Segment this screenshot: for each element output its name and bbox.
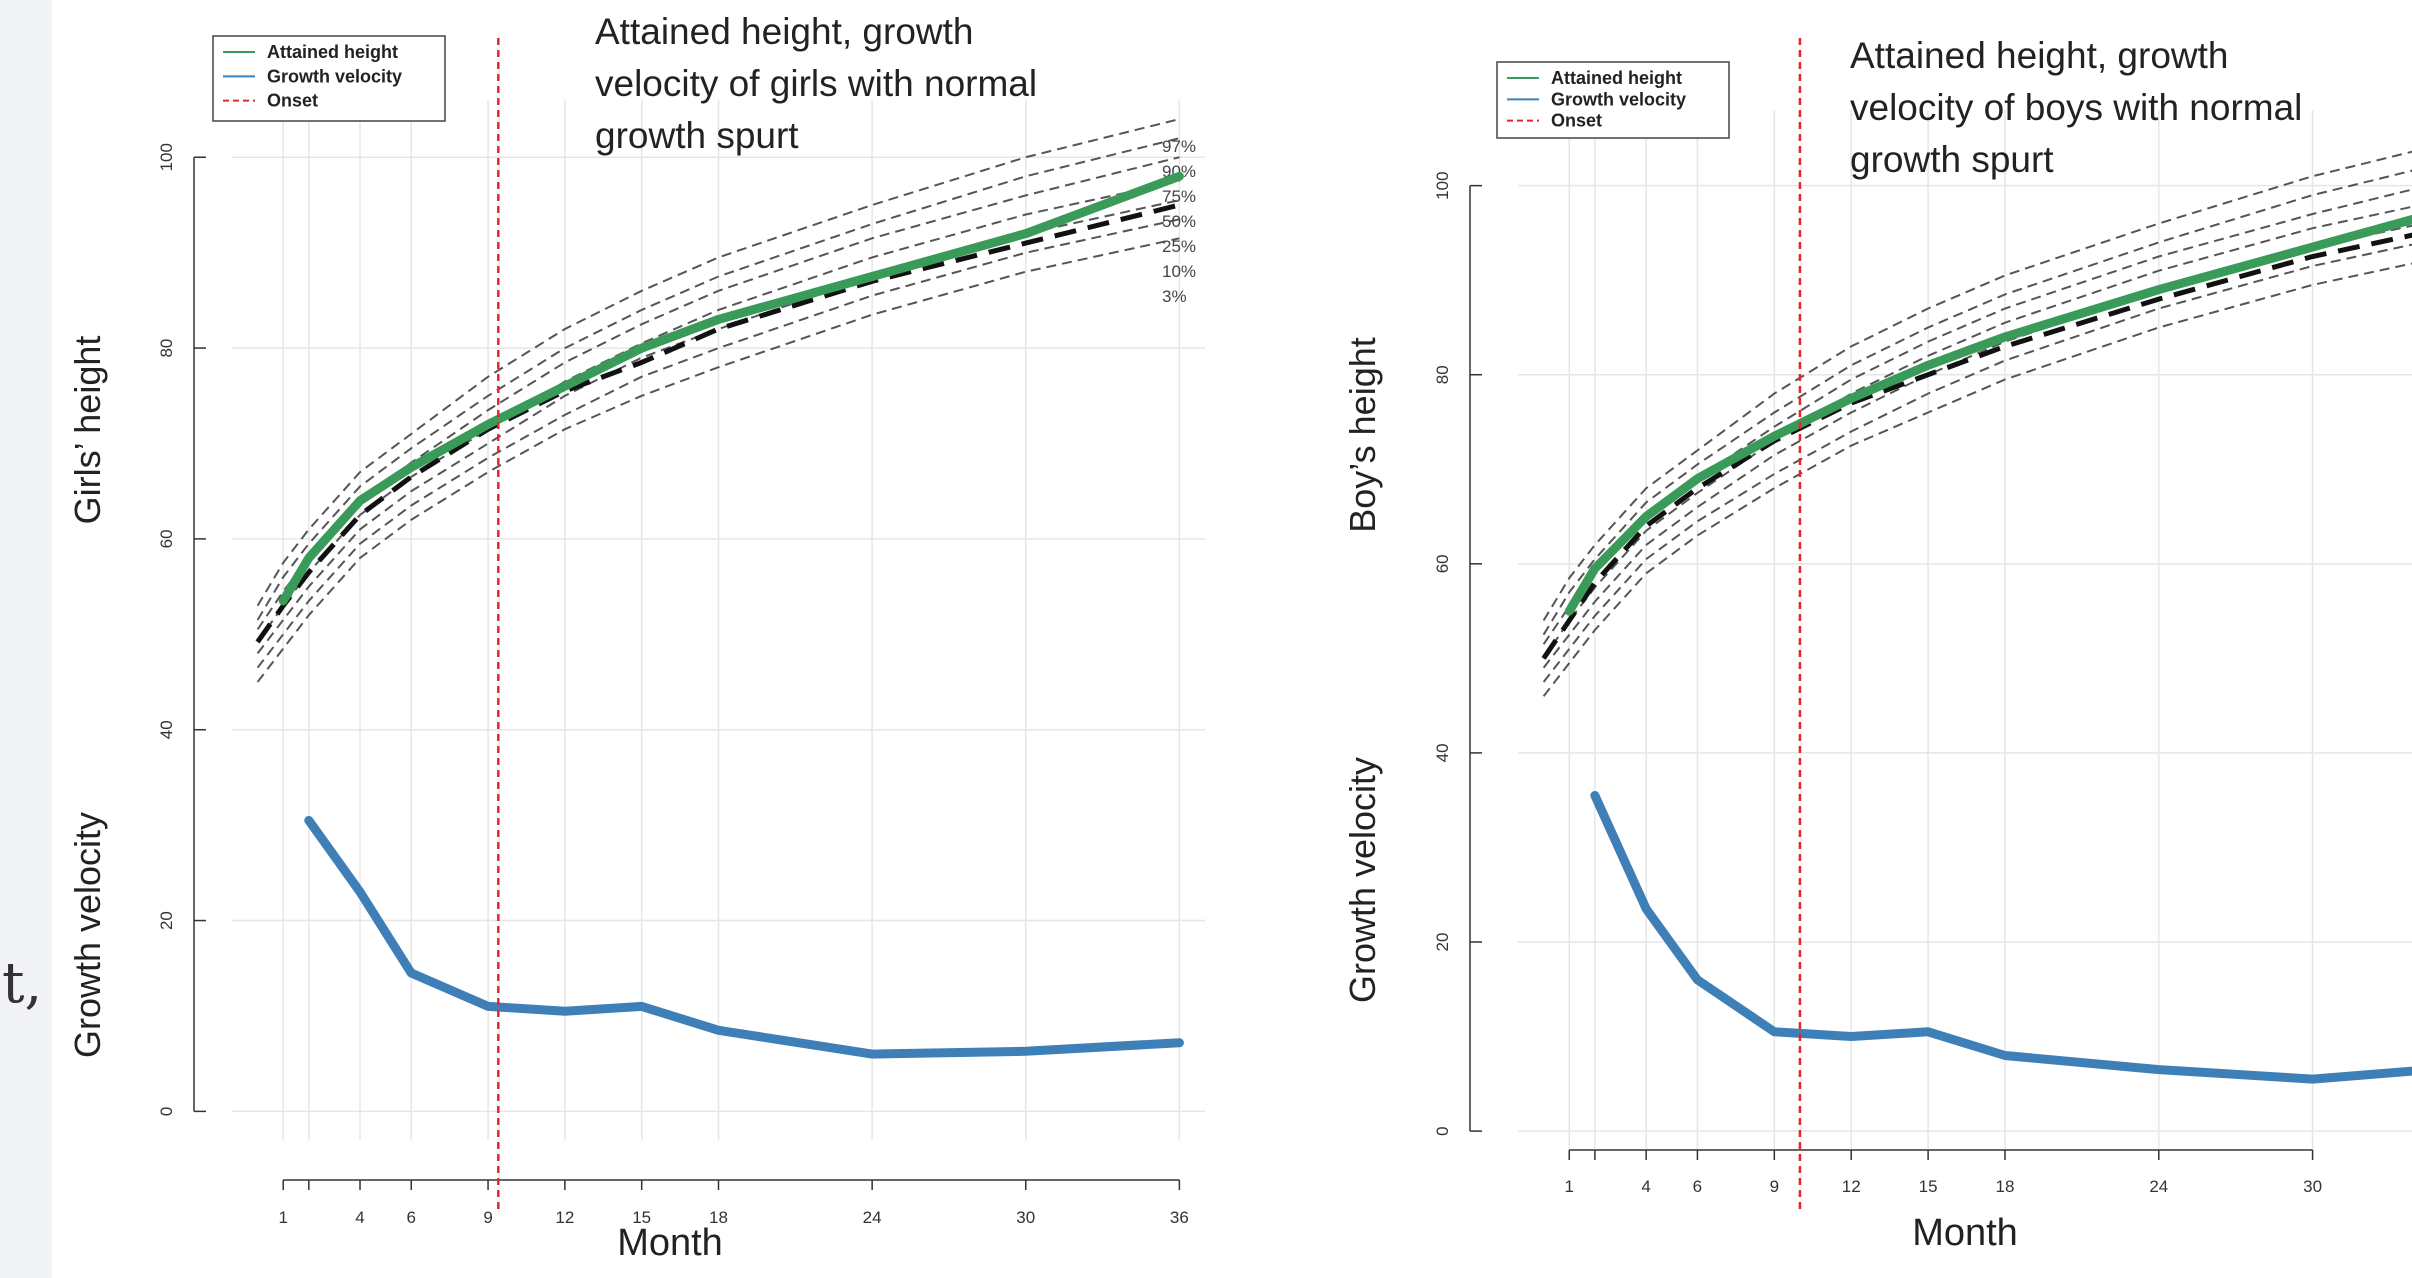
percentile-curve <box>1542 243 2412 683</box>
percentile-curves <box>1542 150 2412 697</box>
chart-title-line: growth spurt <box>595 115 799 156</box>
percentile-curve <box>1542 262 2412 697</box>
x-axis: 1 4 6 9 12 15 18 24 30 36 <box>278 1179 1189 1227</box>
percentile-label: 75% <box>1162 187 1196 206</box>
percentile-label: 3% <box>1162 287 1187 306</box>
legend-label: Attained height <box>267 42 398 62</box>
legend-label: Onset <box>267 91 318 111</box>
median-curve <box>1541 232 2412 660</box>
x-axis-title: Month <box>1912 1212 2018 1254</box>
x-tick-label: 36 <box>1170 1208 1189 1227</box>
y-tick-label: 20 <box>1433 933 1452 952</box>
y-axis-title-velocity: Growth velocity <box>67 812 108 1058</box>
y-tick-label: 20 <box>157 911 176 930</box>
percentile-curve <box>256 218 1180 669</box>
x-tick-label: 1 <box>1565 1177 1574 1196</box>
x-tick-label: 1 <box>278 1208 287 1227</box>
chart-title-line: growth spurt <box>1850 139 2054 180</box>
legend: Attained height Growth velocity Onset <box>212 35 446 122</box>
x-tick-label: 12 <box>555 1208 574 1227</box>
y-tick-label: 40 <box>157 720 176 739</box>
growth-velocity-line <box>1590 791 2412 1084</box>
x-tick-label: 4 <box>355 1208 364 1227</box>
girls-growth-chart: 0 20 40 60 80 100 1 4 6 9 12 15 18 24 30 36 Month Girls’ … <box>67 11 1205 1264</box>
x-tick-label: 6 <box>1693 1177 1702 1196</box>
sidebar-fragment-text: t, <box>2 951 42 1016</box>
legend-box <box>212 35 446 122</box>
chart-title-line: velocity of boys with normal <box>1850 87 2302 128</box>
percentile-label: 97% <box>1162 137 1196 156</box>
y-axis: 0 20 40 60 80 100 <box>1433 171 1482 1136</box>
percentile-curve <box>1542 188 2412 645</box>
y-tick-label: 0 <box>1433 1126 1452 1135</box>
y-tick-label: 40 <box>1433 743 1452 762</box>
growth-velocity-line <box>304 815 1184 1059</box>
y-axis-title-height: Boy’s height <box>1342 337 1383 532</box>
x-tick-label: 15 <box>1919 1177 1938 1196</box>
left-sidebar <box>0 0 52 1278</box>
grid-lines <box>232 100 1205 1140</box>
percentile-label: 25% <box>1162 237 1196 256</box>
x-axis-title: Month <box>617 1222 723 1264</box>
legend-label: Growth velocity <box>267 66 402 86</box>
y-tick-label: 100 <box>157 143 176 171</box>
y-tick-label: 0 <box>157 1107 176 1116</box>
x-tick-label: 30 <box>1016 1208 1035 1227</box>
boys-growth-chart: 0 20 40 60 80 100 1 4 6 9 12 15 18 24 30 Month Boy’s hei… <box>1342 35 2412 1254</box>
percentile-curve <box>256 199 1180 655</box>
x-tick-label: 6 <box>407 1208 416 1227</box>
percentile-label: 10% <box>1162 262 1196 281</box>
x-tick-label: 4 <box>1641 1177 1650 1196</box>
x-tick-label: 9 <box>1770 1177 1779 1196</box>
percentile-curve <box>1542 169 2412 636</box>
y-axis: 0 20 40 60 80 100 <box>157 143 206 1116</box>
percentile-curve <box>1542 150 2412 622</box>
x-tick-label: 15 <box>632 1208 651 1227</box>
percentile-curve <box>256 137 1180 621</box>
chart-title-line: Attained height, growth <box>1850 35 2228 76</box>
x-tick-label: 18 <box>1996 1177 2015 1196</box>
legend-label: Attained height <box>1551 68 1682 88</box>
x-tick-label: 30 <box>2303 1177 2322 1196</box>
percentile-curve <box>256 118 1180 607</box>
y-tick-label: 60 <box>1433 554 1452 573</box>
grid-lines <box>1518 110 2412 1150</box>
x-tick-label: 24 <box>2149 1177 2168 1196</box>
x-tick-label: 24 <box>863 1208 882 1227</box>
x-axis: 1 4 6 9 12 15 18 24 30 <box>1565 1149 2322 1196</box>
y-tick-label: 80 <box>157 339 176 358</box>
percentile-curve <box>256 237 1180 683</box>
legend-label: Growth velocity <box>1551 89 1686 109</box>
attained-height-line <box>1564 214 2412 616</box>
x-tick-label: 18 <box>709 1208 728 1227</box>
legend-label: Onset <box>1551 111 1602 131</box>
percentile-curve <box>1542 224 2412 669</box>
x-tick-label: 12 <box>1842 1177 1861 1196</box>
percentile-curves: 97%90%75%50%25%10%3% <box>256 118 1196 683</box>
chart-title-line: velocity of girls with normal <box>595 63 1037 104</box>
y-axis-title-height: Girls’ height <box>67 336 108 525</box>
y-tick-label: 100 <box>1433 171 1452 199</box>
y-tick-label: 80 <box>1433 365 1452 384</box>
y-tick-label: 60 <box>157 529 176 548</box>
y-axis-title-velocity: Growth velocity <box>1342 757 1383 1003</box>
chart-title-line: Attained height, growth <box>595 11 973 52</box>
attained-height-line <box>278 171 1184 606</box>
x-tick-label: 9 <box>483 1208 492 1227</box>
percentile-label: 50% <box>1162 212 1196 231</box>
